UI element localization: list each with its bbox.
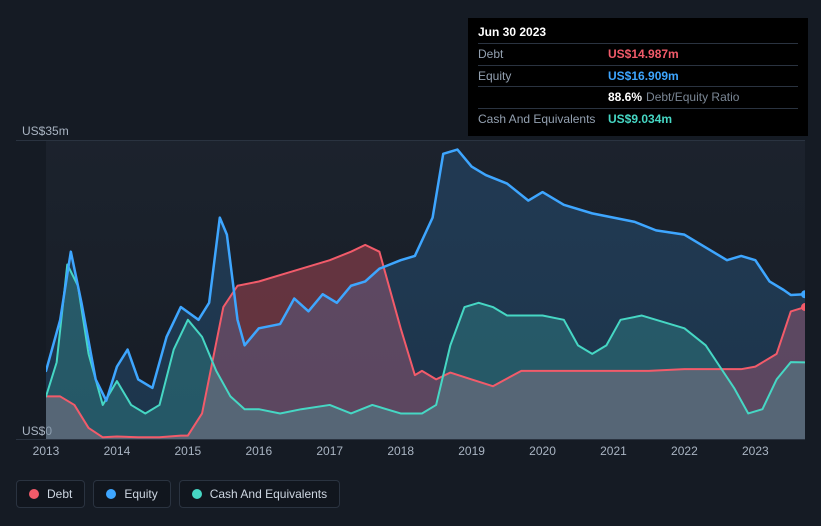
legend: Debt Equity Cash And Equivalents xyxy=(16,480,340,508)
hover-tooltip: Jun 30 2023 Debt US$14.987m Equity US$16… xyxy=(468,18,808,136)
chart-plot-background xyxy=(46,141,805,439)
legend-item-equity[interactable]: Equity xyxy=(93,480,170,508)
tooltip-date: Jun 30 2023 xyxy=(478,24,798,43)
y-axis-max-label: US$35m xyxy=(22,124,69,138)
tooltip-row-debt: Debt US$14.987m xyxy=(478,43,798,65)
tooltip-row-ratio: 88.6% Debt/Equity Ratio xyxy=(478,86,798,108)
tooltip-value-ratio: 88.6% Debt/Equity Ratio xyxy=(608,89,739,106)
tooltip-ratio-suffix: Debt/Equity Ratio xyxy=(646,90,739,104)
chart-svg xyxy=(46,141,805,439)
legend-item-debt[interactable]: Debt xyxy=(16,480,85,508)
x-tick-label: 2023 xyxy=(742,444,769,458)
legend-dot-debt xyxy=(29,489,39,499)
tooltip-label-equity: Equity xyxy=(478,68,608,85)
chart-plot-area[interactable] xyxy=(16,140,805,440)
x-axis: 2013201420152016201720182019202020212022… xyxy=(46,444,805,464)
legend-label-debt: Debt xyxy=(47,487,72,501)
tooltip-label-debt: Debt xyxy=(478,46,608,63)
legend-dot-cash xyxy=(192,489,202,499)
tooltip-label-cash: Cash And Equivalents xyxy=(478,111,608,128)
tooltip-value-equity: US$16.909m xyxy=(608,68,679,85)
x-tick-label: 2018 xyxy=(387,444,414,458)
x-tick-label: 2016 xyxy=(245,444,272,458)
x-tick-label: 2013 xyxy=(33,444,60,458)
legend-item-cash[interactable]: Cash And Equivalents xyxy=(179,480,340,508)
tooltip-value-cash: US$9.034m xyxy=(608,111,672,128)
tooltip-row-cash: Cash And Equivalents US$9.034m xyxy=(478,108,798,130)
x-tick-label: 2017 xyxy=(316,444,343,458)
legend-label-equity: Equity xyxy=(124,487,157,501)
x-tick-label: 2020 xyxy=(529,444,556,458)
tooltip-value-debt: US$14.987m xyxy=(608,46,679,63)
legend-dot-equity xyxy=(106,489,116,499)
legend-label-cash: Cash And Equivalents xyxy=(210,487,327,501)
x-tick-label: 2014 xyxy=(104,444,131,458)
tooltip-label-ratio-empty xyxy=(478,89,608,106)
x-tick-label: 2022 xyxy=(671,444,698,458)
x-tick-label: 2015 xyxy=(175,444,202,458)
x-tick-label: 2019 xyxy=(458,444,485,458)
tooltip-ratio-percent: 88.6% xyxy=(608,90,642,104)
x-tick-label: 2021 xyxy=(600,444,627,458)
tooltip-row-equity: Equity US$16.909m xyxy=(478,65,798,87)
